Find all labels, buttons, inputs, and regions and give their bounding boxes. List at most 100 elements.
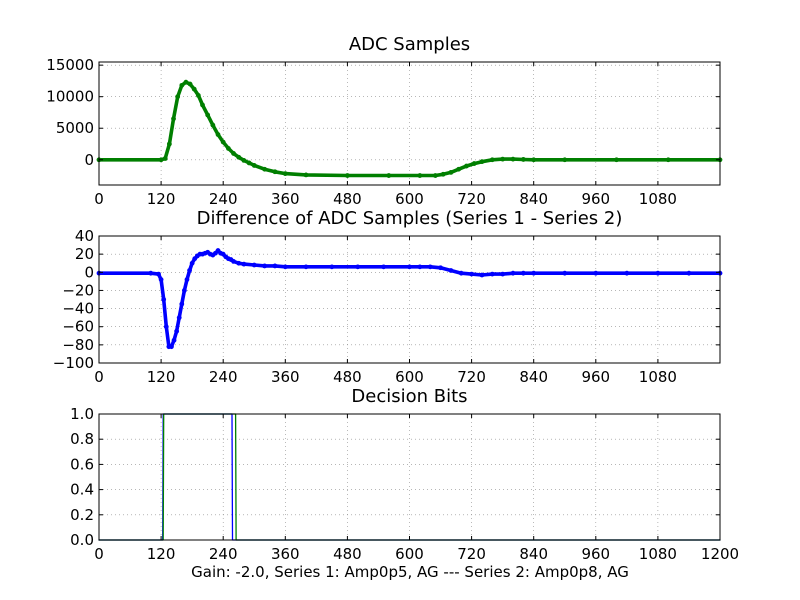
data-point — [355, 264, 361, 270]
axes-frame — [98, 413, 721, 541]
data-point — [417, 264, 423, 270]
data-point — [195, 93, 201, 98]
x-tick-label: 960 — [581, 368, 610, 386]
data-point — [272, 263, 278, 269]
data-point — [191, 86, 197, 92]
data-point — [510, 156, 516, 162]
x-tick-label: 840 — [519, 368, 548, 386]
x-tick-label: 720 — [457, 545, 486, 563]
data-point — [282, 264, 288, 270]
x-tick-label: 480 — [333, 190, 362, 208]
data-point — [161, 297, 167, 302]
data-point — [624, 270, 630, 276]
y-tick-label: 0.2 — [70, 506, 94, 524]
data-point — [381, 264, 387, 270]
data-point — [448, 169, 454, 175]
x-tick-label: 840 — [519, 190, 548, 208]
data-point — [175, 94, 181, 100]
data-point — [489, 157, 495, 163]
x-tick-label: 720 — [457, 368, 486, 386]
y-tick-label: 0.6 — [70, 455, 94, 473]
x-tick-label: 840 — [519, 545, 548, 563]
data-point — [407, 264, 412, 270]
data-point — [614, 157, 619, 163]
x-tick-label: 120 — [147, 545, 176, 563]
x-tick-label: 600 — [395, 545, 424, 563]
y-tick-label: −80 — [62, 336, 94, 354]
data-point — [262, 263, 267, 269]
data-point — [187, 268, 192, 273]
data-point — [282, 171, 288, 177]
data-point — [562, 157, 568, 163]
data-point — [329, 264, 335, 270]
data-point — [158, 277, 164, 282]
chart-title: ADC Samples — [349, 34, 470, 55]
x-tick-label: 120 — [147, 368, 176, 386]
y-tick-label: 15000 — [46, 56, 94, 74]
data-point — [464, 163, 469, 169]
series-line — [98, 413, 721, 541]
data-point — [427, 264, 433, 270]
y-tick-label: 5000 — [56, 119, 94, 137]
data-point — [183, 79, 189, 85]
y-tick-label: −40 — [62, 300, 94, 318]
data-point — [171, 337, 177, 343]
y-tick-label: 0 — [84, 263, 94, 281]
x-tick-label: 0 — [94, 190, 104, 208]
adc-samples-panel: 0 120 240 360 480 600 720 840 960 1080 0 5000 10000 1… — [46, 34, 723, 208]
x-tick-label: 720 — [457, 190, 486, 208]
data-point — [531, 157, 537, 163]
y-tick-label: 40 — [75, 227, 94, 245]
x-tick-label: 240 — [209, 545, 238, 563]
data-point — [520, 270, 526, 276]
y-tick-label: 0.8 — [70, 430, 94, 448]
x-tick-label: 0 — [94, 545, 104, 563]
data-point — [236, 154, 242, 160]
data-point — [272, 169, 278, 175]
x-tick-label: 1080 — [639, 368, 677, 386]
x-tick-label: 1080 — [639, 545, 677, 563]
data-point — [520, 157, 526, 162]
series-line — [98, 413, 721, 541]
data-point — [458, 270, 464, 276]
chart-title: Decision Bits — [351, 386, 467, 407]
data-point — [438, 265, 443, 271]
data-point — [531, 270, 537, 276]
data-point — [479, 159, 485, 165]
x-tick-label: 480 — [333, 545, 362, 563]
data-point — [231, 259, 236, 264]
data-point — [500, 271, 506, 277]
data-point — [169, 344, 174, 350]
data-point — [241, 261, 247, 267]
data-point — [262, 166, 267, 172]
data-point — [156, 271, 161, 277]
data-point — [148, 270, 154, 276]
x-tick-label: 360 — [271, 545, 300, 563]
data-point — [231, 151, 236, 156]
data-point — [432, 173, 438, 178]
data-point — [345, 173, 350, 178]
x-tick-label: 1200 — [701, 545, 739, 563]
data-point — [510, 270, 516, 276]
series-line — [97, 80, 722, 178]
y-tick-label: −100 — [53, 354, 94, 372]
data-point — [562, 270, 568, 276]
x-tick-label: 600 — [395, 368, 424, 386]
data-point — [479, 272, 485, 278]
data-point — [686, 270, 692, 276]
y-tick-label: −20 — [62, 281, 94, 299]
y-tick-label: 20 — [75, 245, 94, 263]
data-point — [386, 173, 392, 178]
x-tick-label: 360 — [271, 190, 300, 208]
data-point — [448, 268, 454, 273]
data-point — [471, 161, 477, 166]
difference-panel: 0 120 240 360 480 600 720 840 960 1080−100−80−60−… — [53, 208, 723, 386]
x-tick-label: 960 — [581, 545, 610, 563]
y-tick-label: −60 — [62, 318, 94, 336]
data-point — [417, 173, 423, 178]
data-point — [251, 262, 257, 268]
data-point — [215, 132, 221, 137]
x-tick-label: 240 — [209, 190, 238, 208]
x-axis-caption: Gain: -2.0, Series 1: Amp0p5, AG --- Ser… — [191, 563, 629, 581]
